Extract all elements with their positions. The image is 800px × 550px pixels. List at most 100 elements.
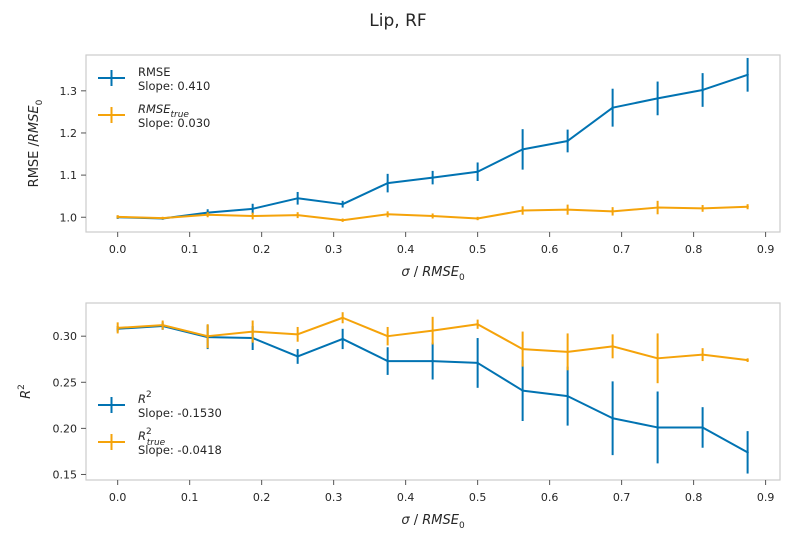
y-tick-label: 0.30 (53, 330, 78, 343)
data-point (746, 73, 749, 77)
data-point (251, 207, 254, 211)
data-point (206, 334, 209, 338)
data-point (251, 330, 254, 333)
legend-entry-name: RMSE (138, 65, 170, 79)
y-tick-label: 1.1 (60, 169, 78, 182)
x-tick-label: 0.4 (397, 491, 415, 504)
x-tick-label: 0.1 (181, 243, 199, 256)
x-tick-label: 0.5 (469, 243, 487, 256)
plot-area-frame (85, 54, 781, 233)
data-point (116, 326, 119, 330)
data-point (566, 139, 569, 143)
data-point (476, 361, 479, 365)
data-point (431, 176, 434, 179)
x-tick-label: 0.0 (109, 491, 127, 504)
data-point (521, 209, 524, 212)
y-axis-label: RMSE /RMSE0 (27, 99, 45, 187)
y-axis-label: R2 (17, 384, 34, 399)
data-point (251, 214, 254, 218)
legend-entry-slope: Slope: 0.030 (138, 116, 210, 130)
x-tick-label: 0.1 (181, 491, 199, 504)
x-tick-label: 0.3 (325, 243, 343, 256)
data-point (296, 213, 299, 217)
legend-entry-name: RMSEtrue (138, 102, 189, 120)
data-point (611, 417, 614, 420)
figure-title: Lip, RF (369, 11, 426, 31)
data-point (341, 337, 344, 341)
series-1 (116, 312, 749, 384)
x-tick-label: 0.9 (757, 243, 775, 256)
data-point (566, 350, 569, 354)
data-point (611, 210, 614, 213)
data-point (656, 97, 659, 100)
legend-entry-slope: Slope: 0.410 (138, 79, 210, 93)
x-axis-label: σ / RMSE0 (401, 513, 465, 531)
data-point (476, 170, 479, 173)
legend-entry-slope: Slope: -0.0418 (138, 443, 222, 457)
x-tick-label: 0.7 (613, 243, 631, 256)
data-point (116, 215, 119, 219)
y-tick-label: 1.2 (60, 127, 78, 140)
data-point (656, 426, 659, 429)
legend-entry-name: R2 (138, 390, 152, 406)
data-point (296, 333, 299, 336)
data-point (386, 334, 389, 338)
data-point (746, 358, 749, 362)
data-point (476, 217, 479, 220)
data-point (386, 213, 389, 216)
data-point (341, 202, 344, 206)
data-point (746, 451, 749, 454)
data-point (296, 355, 299, 358)
data-point (341, 316, 344, 319)
top-panel-rmse: 0.0 0.1 0.2 0.3 0.4 0.5 0.6 0.7 0.8 0.9 1.0 1.1 1.2 1… (27, 54, 781, 283)
data-point (701, 426, 704, 429)
data-point (206, 213, 209, 216)
data-point (476, 323, 479, 326)
data-point (566, 394, 569, 398)
series-1 (116, 200, 749, 222)
x-tick-label: 0.6 (541, 243, 559, 256)
x-tick-label: 0.9 (757, 491, 775, 504)
data-point (161, 216, 164, 220)
y-tick-label: 0.25 (53, 376, 78, 389)
x-axis-label: σ / RMSE0 (401, 265, 465, 283)
data-point (611, 345, 614, 348)
data-point (386, 359, 389, 363)
legend-entry-slope: Slope: -0.1530 (138, 406, 222, 420)
x-tick-label: 0.2 (253, 491, 271, 504)
legend-entry-name: R2 true (138, 427, 166, 448)
data-point (701, 207, 704, 210)
data-point (521, 148, 524, 151)
x-tick-label: 0.7 (613, 491, 631, 504)
x-tick-label: 0.8 (685, 243, 703, 256)
x-tick-label: 0.2 (253, 243, 271, 256)
data-point (296, 197, 299, 200)
data-point (521, 347, 524, 351)
y-tick-label: 1.0 (60, 211, 78, 224)
data-point (386, 181, 389, 185)
data-point (611, 106, 614, 109)
y-tick-label: 1.3 (60, 85, 78, 98)
data-point (521, 389, 524, 392)
data-point (431, 329, 434, 332)
data-point (161, 323, 164, 327)
data-point (701, 88, 704, 92)
x-tick-label: 0.5 (469, 491, 487, 504)
data-point (566, 208, 569, 211)
x-tick-label: 0.0 (109, 243, 127, 256)
data-point (431, 359, 434, 363)
x-tick-label: 0.6 (541, 491, 559, 504)
data-point (701, 353, 704, 356)
data-point (656, 206, 659, 209)
bottom-panel-r2: 0.0 0.1 0.2 0.3 0.4 0.5 0.6 0.7 0.8 0.9 0.15 0.20 0.… (17, 302, 781, 531)
data-point (746, 205, 749, 208)
x-tick-label: 0.8 (685, 491, 703, 504)
y-tick-label: 0.20 (53, 422, 78, 435)
x-tick-label: 0.4 (397, 243, 415, 256)
y-tick-label: 0.15 (53, 468, 78, 481)
x-tick-label: 0.3 (325, 491, 343, 504)
data-point (341, 219, 344, 222)
